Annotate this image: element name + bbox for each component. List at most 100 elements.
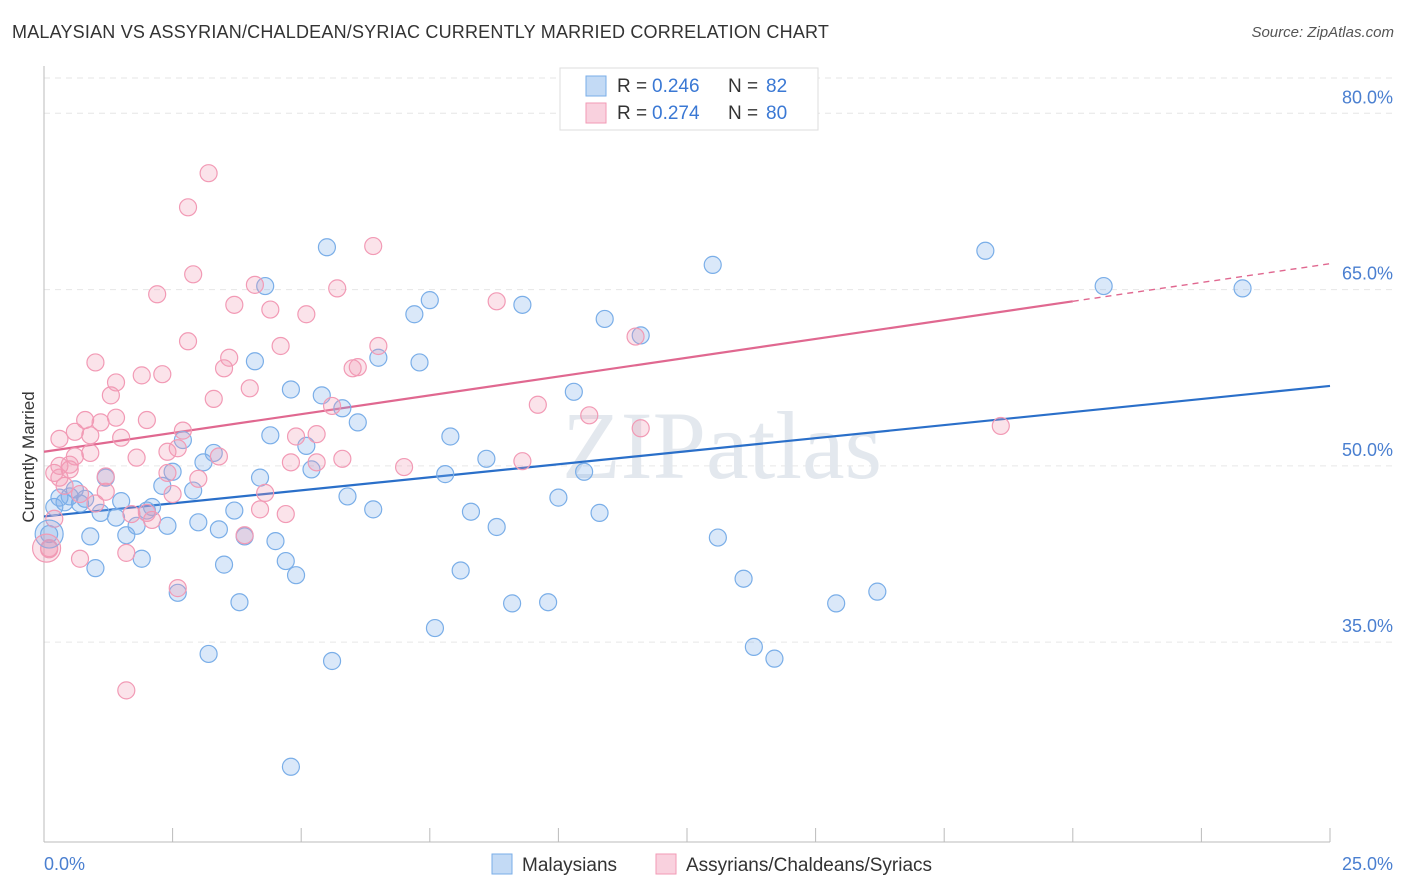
point-malaysians — [703, 255, 722, 274]
point-malaysians — [322, 651, 342, 671]
y-tick-label: 35.0% — [1342, 616, 1393, 636]
point-malaysians — [86, 559, 105, 578]
point-malaysians — [189, 513, 208, 532]
point-assyrians — [70, 549, 90, 568]
point-assyrians — [328, 279, 347, 298]
point-malaysians — [405, 305, 424, 324]
point-malaysians — [81, 527, 100, 546]
point-assyrians — [322, 396, 342, 416]
point-assyrians — [106, 373, 126, 392]
point-assyrians — [81, 426, 100, 445]
point-assyrians — [91, 413, 110, 432]
y-tick-label: 80.0% — [1342, 87, 1393, 107]
legend-n-label: N = — [728, 76, 758, 97]
point-malaysians — [364, 500, 383, 519]
chart-source: Source: ZipAtlas.com — [1251, 24, 1394, 41]
point-assyrians — [225, 295, 244, 314]
point-malaysians — [765, 649, 784, 668]
series-legend-label: Malaysians — [522, 855, 617, 876]
point-malaysians — [976, 241, 995, 260]
data-points — [31, 164, 1252, 776]
point-malaysians — [204, 443, 223, 463]
point-assyrians-cluster — [31, 533, 62, 563]
point-assyrians — [250, 500, 270, 519]
point-malaysians — [436, 465, 455, 484]
series-legend-swatch — [491, 853, 513, 875]
point-malaysians — [245, 352, 265, 371]
point-malaysians — [549, 488, 568, 507]
point-assyrians — [122, 504, 141, 524]
point-assyrians — [271, 336, 290, 356]
point-malaysians — [317, 238, 337, 257]
point-malaysians — [225, 501, 244, 520]
point-malaysians — [590, 503, 609, 522]
point-malaysians — [595, 309, 614, 329]
point-malaysians — [338, 487, 357, 506]
point-malaysians — [1094, 276, 1113, 296]
point-malaysians — [425, 618, 445, 638]
point-malaysians — [199, 644, 218, 664]
point-assyrians — [148, 285, 167, 304]
point-malaysians — [744, 637, 763, 656]
point-assyrians — [220, 348, 239, 367]
point-malaysians — [503, 594, 522, 613]
point-assyrians — [127, 448, 146, 467]
point-assyrians — [214, 359, 234, 378]
point-assyrians — [513, 452, 532, 471]
point-malaysians — [708, 528, 727, 547]
point-malaysians — [461, 502, 481, 521]
point-assyrians — [348, 358, 367, 377]
point-assyrians — [117, 543, 136, 562]
point-assyrians — [487, 292, 506, 311]
point-assyrians — [333, 449, 352, 468]
legend-n-value: 82 — [766, 76, 787, 97]
legend-r-label: R = — [617, 103, 647, 124]
point-assyrians — [76, 410, 95, 430]
point-malaysians — [348, 413, 367, 432]
point-assyrians — [50, 468, 69, 487]
legend-r-value: 0.274 — [652, 103, 700, 124]
point-assyrians — [106, 408, 126, 427]
y-tick-label: 50.0% — [1342, 440, 1393, 460]
point-assyrians — [86, 353, 105, 372]
point-assyrians — [528, 395, 547, 414]
point-assyrians — [50, 429, 69, 448]
point-malaysians — [266, 532, 285, 551]
point-assyrians — [235, 526, 254, 545]
point-assyrians — [65, 447, 84, 466]
point-assyrians — [168, 579, 187, 598]
point-assyrians — [286, 427, 306, 446]
axes: 0.0% 25.0% — [43, 66, 1393, 874]
point-assyrians — [40, 540, 59, 559]
legend-r-value: 0.246 — [652, 76, 700, 97]
point-assyrians — [173, 421, 192, 440]
point-assyrians — [364, 236, 383, 256]
legend: R = 0.246 N = 82 R = 0.274 N = 80 — [559, 67, 819, 131]
point-assyrians — [96, 482, 115, 501]
point-assyrians — [163, 484, 182, 504]
point-malaysians — [734, 569, 753, 588]
point-malaysians — [1233, 279, 1252, 298]
point-assyrians — [70, 484, 90, 504]
point-malaysians — [168, 583, 187, 602]
point-assyrians — [153, 365, 172, 384]
y-tick-label: 65.0% — [1342, 264, 1393, 284]
point-assyrians — [158, 463, 177, 483]
point-assyrians — [991, 416, 1010, 436]
legend-swatch — [585, 75, 607, 97]
chart-title: MALAYSIAN VS ASSYRIAN/CHALDEAN/SYRIAC CU… — [12, 22, 830, 42]
series-legend-swatch — [655, 853, 677, 875]
point-assyrians — [209, 447, 228, 466]
point-assyrians — [626, 327, 645, 346]
point-malaysians — [868, 582, 887, 601]
point-malaysians — [276, 551, 295, 571]
point-assyrians — [394, 457, 414, 477]
legend-swatch — [585, 102, 607, 124]
point-assyrians — [261, 300, 280, 319]
point-assyrians — [240, 379, 259, 398]
point-assyrians — [168, 439, 187, 458]
trend-lines — [43, 263, 1331, 518]
point-malaysians — [410, 353, 429, 372]
point-malaysians — [158, 516, 177, 535]
point-malaysians — [281, 757, 301, 776]
